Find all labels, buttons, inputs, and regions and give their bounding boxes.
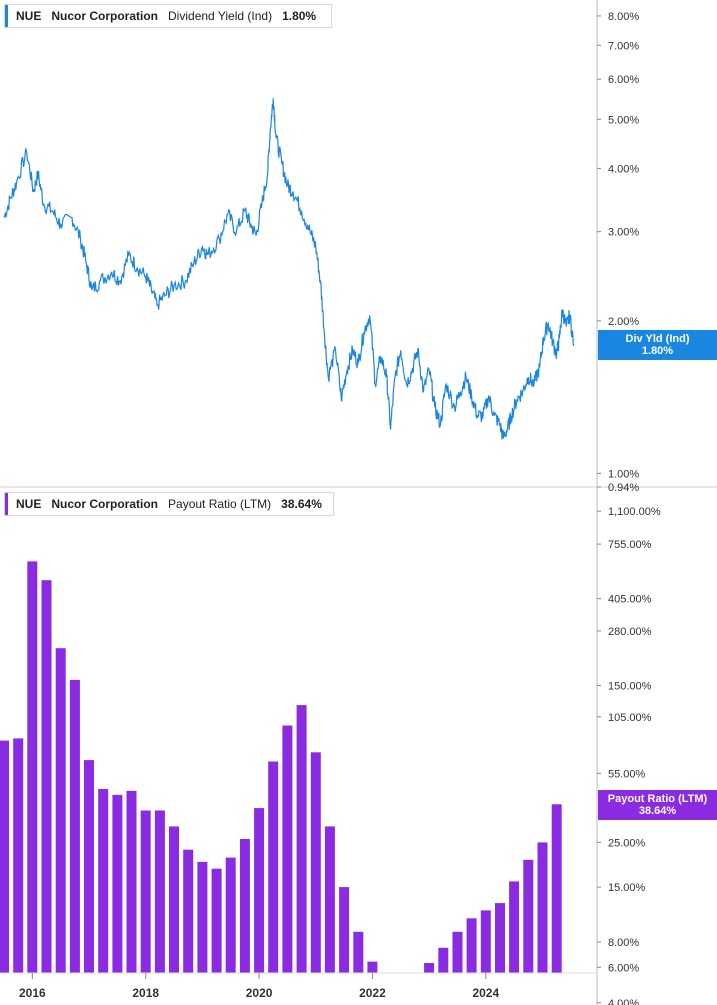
payout-tick-label: 105.00% bbox=[608, 712, 652, 724]
dividend-yield-badge-label: Div Yld (Ind) bbox=[625, 333, 690, 346]
payout-tick-label: 150.00% bbox=[608, 681, 652, 693]
dividend-yield-legend: NUE Nucor Corporation Dividend Yield (In… bbox=[4, 4, 332, 28]
x-tick-label: 2022 bbox=[359, 986, 386, 1000]
yield-tick-label: 2.00% bbox=[608, 316, 639, 328]
x-tick-label: 2020 bbox=[246, 986, 273, 1000]
payout-bar bbox=[452, 931, 463, 973]
dividend-yield-legend-company: Nucor Corporation bbox=[51, 9, 159, 23]
payout-ratio-legend-value: 38.64% bbox=[281, 497, 322, 511]
payout-ratio-value-badge: Payout Ratio (LTM) 38.64% bbox=[598, 790, 717, 821]
payout-tick-label: 755.00% bbox=[608, 539, 652, 551]
payout-bar bbox=[268, 761, 279, 973]
yield-tick-label: 5.00% bbox=[608, 114, 639, 126]
dividend-yield-value-badge: Div Yld (Ind) 1.80% bbox=[598, 330, 717, 361]
payout-ratio-badge-value: 38.64% bbox=[638, 805, 677, 818]
payout-bar bbox=[140, 810, 151, 973]
payout-bar bbox=[126, 790, 137, 973]
yield-tick-label: 3.00% bbox=[608, 227, 639, 239]
payout-tick-label: 1,100.00% bbox=[608, 506, 661, 518]
payout-bar bbox=[98, 789, 109, 973]
dividend-yield-badge-value: 1.80% bbox=[641, 345, 674, 358]
dividend-yield-legend-ticker: NUE bbox=[16, 9, 42, 23]
payout-bar bbox=[324, 826, 335, 973]
x-tick-label: 2016 bbox=[19, 986, 46, 1000]
yield-tick-label: 0.94% bbox=[608, 482, 639, 494]
payout-bar bbox=[13, 738, 24, 973]
yield-tick-label: 7.00% bbox=[608, 40, 639, 52]
payout-tick-label: 55.00% bbox=[608, 768, 646, 780]
dividend-yield-legend-metric: Dividend Yield (Ind) bbox=[168, 9, 273, 23]
payout-tick-label: 8.00% bbox=[608, 937, 639, 949]
payout-ratio-legend-ticker: NUE bbox=[16, 497, 42, 511]
payout-ratio-legend: NUE Nucor Corporation Payout Ratio (LTM)… bbox=[4, 492, 334, 516]
payout-bar bbox=[169, 826, 179, 973]
payout-bar bbox=[197, 861, 208, 973]
payout-bar bbox=[27, 561, 38, 973]
payout-bar bbox=[466, 918, 477, 973]
payout-bar bbox=[154, 810, 165, 973]
payout-bar bbox=[353, 931, 364, 973]
payout-ratio-legend-swatch bbox=[5, 493, 8, 515]
dividend-yield-legend-swatch bbox=[5, 5, 8, 27]
payout-bar bbox=[0, 740, 9, 973]
payout-bar bbox=[55, 648, 66, 973]
payout-tick-label: 280.00% bbox=[608, 626, 652, 638]
payout-bar bbox=[211, 868, 222, 973]
yield-tick-label: 6.00% bbox=[608, 74, 639, 86]
payout-tick-label: 405.00% bbox=[608, 594, 652, 606]
payout-bar bbox=[310, 752, 321, 973]
payout-bar bbox=[225, 857, 236, 973]
payout-tick-label: 4.00% bbox=[608, 998, 639, 1005]
payout-bar bbox=[551, 804, 562, 973]
payout-tick-label: 25.00% bbox=[608, 837, 646, 849]
payout-bar bbox=[537, 842, 548, 973]
payout-bar bbox=[112, 794, 123, 973]
yield-tick-label: 4.00% bbox=[608, 163, 639, 175]
payout-bar bbox=[509, 881, 520, 973]
payout-bar bbox=[495, 903, 505, 973]
payout-bar bbox=[183, 849, 194, 973]
payout-bar bbox=[438, 947, 449, 973]
payout-ratio-badge-label: Payout Ratio (LTM) bbox=[607, 793, 708, 806]
yield-tick-label: 8.00% bbox=[608, 11, 639, 23]
x-tick-label: 2024 bbox=[472, 986, 499, 1000]
payout-bar bbox=[282, 725, 293, 973]
payout-ratio-legend-company: Nucor Corporation bbox=[51, 497, 159, 511]
payout-bar bbox=[367, 961, 378, 973]
payout-bar bbox=[239, 839, 250, 973]
payout-bar bbox=[296, 705, 307, 973]
dividend-yield-legend-value: 1.80% bbox=[282, 9, 317, 23]
x-tick-label: 2018 bbox=[132, 986, 159, 1000]
payout-bar bbox=[339, 887, 350, 973]
yield-tick-label: 1.00% bbox=[608, 468, 639, 480]
payout-tick-label: 15.00% bbox=[608, 882, 646, 894]
payout-bar bbox=[84, 760, 94, 973]
payout-bar bbox=[480, 910, 491, 973]
payout-bar bbox=[41, 580, 52, 973]
dividend-yield-line bbox=[3, 98, 575, 440]
payout-bar bbox=[254, 808, 265, 973]
payout-bar bbox=[424, 963, 435, 973]
payout-bar bbox=[69, 679, 80, 973]
payout-ratio-legend-metric: Payout Ratio (LTM) bbox=[168, 497, 272, 511]
payout-bar bbox=[523, 859, 534, 973]
payout-tick-label: 6.00% bbox=[608, 962, 639, 974]
